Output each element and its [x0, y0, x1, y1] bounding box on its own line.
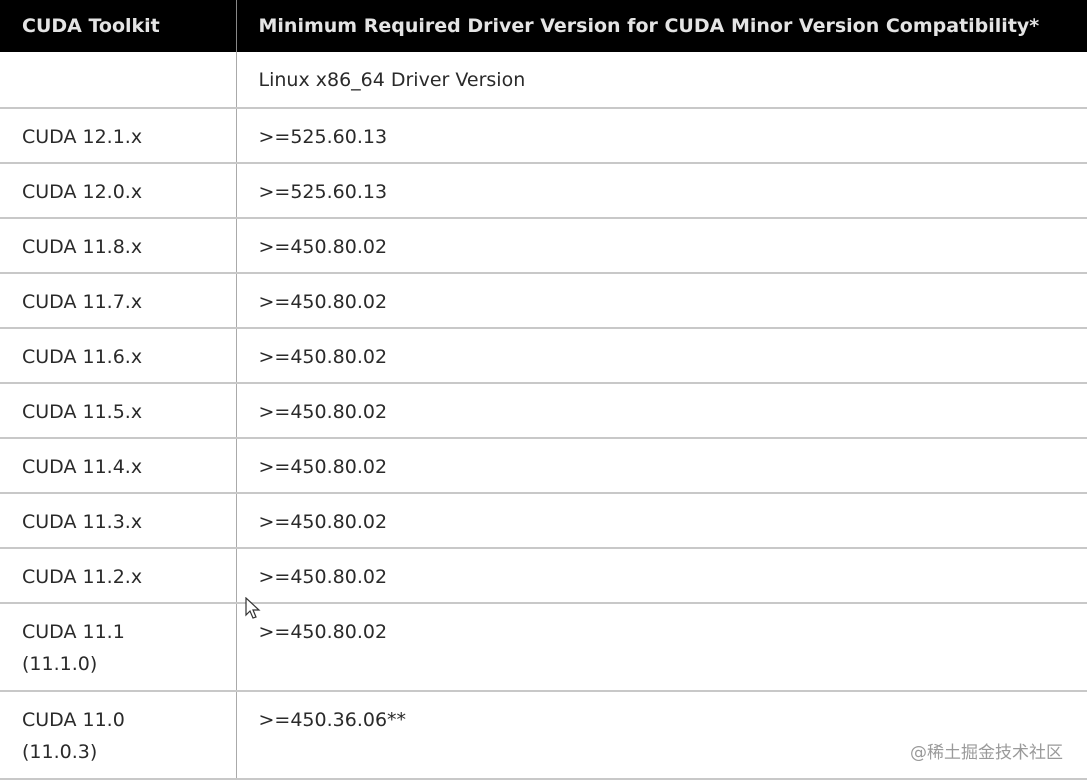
driver-version-cell: >=450.80.02 — [236, 218, 1087, 274]
table-row: CUDA 11.8.x >=450.80.02 — [0, 218, 1087, 274]
toolkit-version: CUDA 11.6.x — [22, 346, 143, 368]
mouse-cursor-icon — [245, 596, 263, 625]
toolkit-cell: CUDA 12.0.x — [0, 163, 237, 219]
table-row: CUDA 12.0.x >=525.60.13 — [0, 163, 1087, 219]
driver-version-cell: >=525.60.13 — [236, 163, 1087, 219]
toolkit-cell: CUDA 12.1.x — [0, 108, 237, 164]
driver-version-cell: >=450.36.06** — [236, 691, 1087, 780]
driver-version-cell: >=450.80.02 — [236, 493, 1087, 549]
table-row: CUDA 11.0 (11.0.3) >=450.36.06** — [0, 691, 1087, 780]
table-row: CUDA 11.7.x >=450.80.02 — [0, 273, 1087, 329]
driver-version-cell: >=450.80.02 — [236, 383, 1087, 439]
toolkit-subversion: (11.1.0) — [22, 653, 98, 675]
driver-version-cell: >=450.80.02 — [236, 548, 1087, 604]
subheader-linux-driver: Linux x86_64 Driver Version — [236, 52, 1087, 109]
table-row: CUDA 11.3.x >=450.80.02 — [0, 493, 1087, 549]
table-row: CUDA 11.1 (11.1.0) >=450.80.02 — [0, 603, 1087, 692]
toolkit-version: CUDA 11.5.x — [22, 401, 143, 423]
toolkit-cell: CUDA 11.2.x — [0, 548, 237, 604]
toolkit-version: CUDA 11.0 — [22, 709, 125, 731]
toolkit-version: CUDA 11.4.x — [22, 456, 143, 478]
toolkit-cell: CUDA 11.6.x — [0, 328, 237, 384]
toolkit-cell: CUDA 11.0 (11.0.3) — [0, 691, 237, 780]
header-min-driver-version: Minimum Required Driver Version for CUDA… — [236, 0, 1087, 52]
table-row: CUDA 11.5.x >=450.80.02 — [0, 383, 1087, 439]
table-row: CUDA 11.6.x >=450.80.02 — [0, 328, 1087, 384]
header-row: CUDA Toolkit Minimum Required Driver Ver… — [0, 0, 1087, 52]
toolkit-version: CUDA 11.3.x — [22, 511, 143, 533]
toolkit-cell: CUDA 11.1 (11.1.0) — [0, 603, 237, 692]
driver-version-cell: >=450.80.02 — [236, 438, 1087, 494]
toolkit-version: CUDA 12.1.x — [22, 126, 143, 148]
toolkit-cell: CUDA 11.4.x — [0, 438, 237, 494]
toolkit-subversion: (11.0.3) — [22, 741, 98, 763]
toolkit-cell: CUDA 11.7.x — [0, 273, 237, 329]
driver-version-cell: >=450.80.02 — [236, 273, 1087, 329]
subheader-row: Linux x86_64 Driver Version — [0, 52, 1087, 109]
toolkit-version: CUDA 11.1 — [22, 621, 125, 643]
toolkit-version: CUDA 11.2.x — [22, 566, 143, 588]
table-row: CUDA 12.1.x >=525.60.13 — [0, 108, 1087, 164]
table-row: CUDA 11.4.x >=450.80.02 — [0, 438, 1087, 494]
toolkit-cell: CUDA 11.3.x — [0, 493, 237, 549]
table-row: CUDA 11.2.x >=450.80.02 — [0, 548, 1087, 604]
watermark: @稀土掘金技术社区 — [910, 743, 1063, 763]
driver-version-cell: >=450.80.02 — [236, 328, 1087, 384]
toolkit-version: CUDA 11.7.x — [22, 291, 143, 313]
driver-version-cell: >=450.80.02 — [236, 603, 1087, 692]
driver-version-cell: >=525.60.13 — [236, 108, 1087, 164]
toolkit-version: CUDA 12.0.x — [22, 181, 143, 203]
toolkit-cell: CUDA 11.8.x — [0, 218, 237, 274]
toolkit-cell: CUDA 11.5.x — [0, 383, 237, 439]
toolkit-version: CUDA 11.8.x — [22, 236, 143, 258]
subheader-empty — [0, 52, 237, 109]
header-cuda-toolkit: CUDA Toolkit — [0, 0, 237, 52]
